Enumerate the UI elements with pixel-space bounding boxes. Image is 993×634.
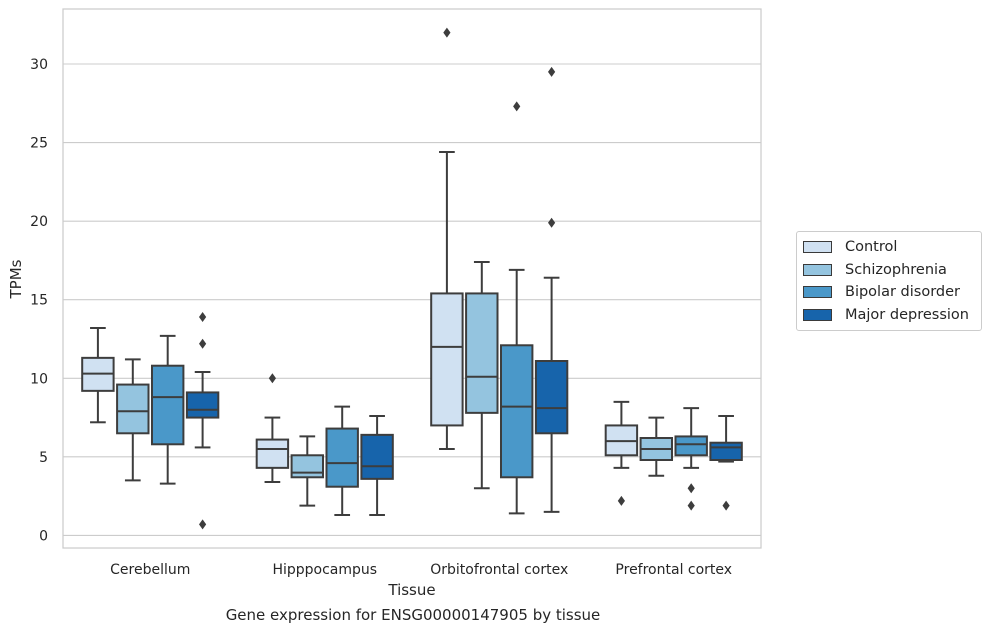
- box-group: [255, 373, 290, 483]
- outlier-point: [268, 373, 276, 384]
- x-tick-label: Cerebellum: [110, 562, 190, 578]
- box-group: [674, 407, 708, 511]
- outlier-point: [548, 217, 556, 228]
- legend-swatch: [803, 308, 832, 321]
- y-tick-label: 0: [39, 528, 48, 544]
- y-axis-title: TPMs: [7, 259, 25, 299]
- box-iqr: [150, 364, 185, 446]
- outlier-point: [722, 500, 730, 511]
- box-iqr: [185, 391, 220, 419]
- box-group: [534, 66, 569, 513]
- box-group: [430, 27, 464, 450]
- box-group: [499, 101, 534, 515]
- box-iqr: [674, 435, 708, 457]
- box-iqr: [325, 427, 359, 488]
- box-group: [116, 358, 150, 482]
- box-iqr: [290, 454, 325, 479]
- legend-swatch: [803, 241, 832, 254]
- box-iqr: [499, 344, 534, 479]
- legend-item: Control: [797, 236, 981, 259]
- box-iqr: [255, 438, 290, 469]
- box-group: [150, 334, 185, 485]
- legend-label: Major depression: [845, 306, 969, 323]
- box-group: [465, 261, 499, 490]
- box-group: [639, 416, 674, 477]
- chart-caption: Gene expression for ENSG00000147905 by t…: [225, 606, 601, 624]
- legend-item: Bipolar disorder: [797, 281, 981, 304]
- x-tick-label: Prefrontal cortex: [615, 562, 732, 578]
- box-iqr: [116, 383, 150, 435]
- legend-item: Schizophrenia: [797, 259, 981, 282]
- y-tick-label: 25: [30, 136, 48, 152]
- outlier-point: [199, 338, 207, 349]
- x-tick-labels: Cerebellum Hipppocampus Orbitofrontal cort…: [110, 562, 732, 578]
- legend-item: Major depression: [797, 304, 981, 327]
- outlier-point: [199, 312, 207, 322]
- outlier-point: [687, 483, 695, 494]
- outlier-point: [513, 101, 521, 112]
- legend-label: Schizophrenia: [845, 261, 947, 278]
- y-tick-label: 5: [39, 450, 48, 466]
- outlier-point: [199, 519, 207, 530]
- box-group: [604, 400, 639, 506]
- box-iqr: [430, 292, 464, 427]
- box-group: [185, 312, 220, 530]
- legend: Control Schizophrenia Bipolar disorder Majo…: [796, 231, 982, 331]
- y-tick-label: 15: [30, 293, 48, 309]
- boxes-layer: [81, 27, 743, 530]
- y-tick-label: 30: [30, 57, 48, 73]
- outlier-point: [687, 500, 695, 511]
- y-tick-labels: 0 5 10 15 20 25 30: [30, 57, 48, 544]
- box-group: [360, 415, 394, 516]
- box-iqr: [534, 360, 569, 435]
- x-tick-label: Orbitofrontal cortex: [430, 562, 568, 578]
- box-iqr: [465, 292, 499, 414]
- y-tick-label: 20: [30, 214, 48, 230]
- legend-swatch: [803, 263, 832, 276]
- box-group: [81, 327, 115, 424]
- plot-frame: [62, 8, 762, 549]
- box-iqr: [360, 433, 394, 480]
- legend-label: Bipolar disorder: [845, 284, 960, 301]
- box-iqr: [709, 441, 743, 462]
- outlier-point: [548, 66, 556, 77]
- legend-swatch: [803, 286, 832, 299]
- legend-label: Control: [845, 239, 898, 256]
- y-tick-label: 10: [30, 371, 48, 387]
- box-group: [325, 405, 359, 516]
- x-axis-title: Tissue: [387, 581, 435, 599]
- outlier-point: [617, 495, 625, 506]
- x-tick-label: Hipppocampus: [272, 562, 377, 578]
- box-group: [709, 415, 743, 511]
- outlier-point: [443, 27, 451, 38]
- box-group: [290, 435, 325, 507]
